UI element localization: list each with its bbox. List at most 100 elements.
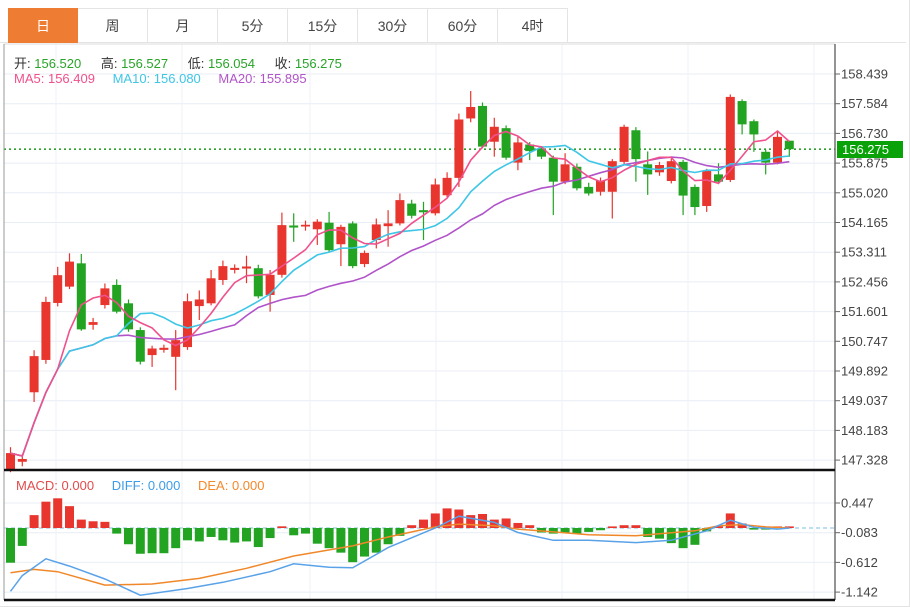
candle-body-down [407,203,417,216]
candle-body-up [53,275,63,303]
candle-body-up [242,266,251,269]
candle-body-up [183,301,192,348]
ma20-label: MA20: [218,71,256,86]
macd-bar-positive [29,515,39,528]
macd-tick-label: -1.142 [841,585,878,600]
price-tick-label: 149.892 [841,364,888,379]
macd-bar-negative [6,528,15,563]
macd-bar-positive [53,498,63,528]
ma10-label: MA10: [112,71,151,86]
close-label: 收: [274,56,292,71]
candle-body-up [395,200,405,224]
macd-bar-negative [560,528,570,533]
macd-bar-negative [324,528,334,549]
candle-body-up [301,224,310,227]
macd-bar-negative [348,528,358,563]
tab-15min[interactable]: 15分 [288,8,358,43]
macd-bar-negative [395,528,405,536]
tab-day[interactable]: 日 [8,8,78,43]
ma10-line [10,144,790,457]
candle-body-down [690,186,700,208]
candle-body-up [312,221,322,230]
macd-bar-positive [784,526,794,528]
macd-bar-negative [678,528,688,549]
candle-body-up [702,170,712,207]
candle-body-up [725,96,735,180]
price-tick-label: 148.183 [841,423,888,438]
macd-bar-positive [65,506,74,528]
candle-body-up [194,299,204,307]
ma5-line [10,129,790,457]
macd-bar-positive [277,526,287,528]
candle-body-up [430,184,440,214]
tab-30min[interactable]: 30分 [358,8,428,43]
macd-bar-negative [666,528,676,544]
macd-label: MACD: [16,478,58,493]
price-tick-label: 154.165 [841,215,888,230]
macd-bar-negative [336,528,346,553]
tab-week[interactable]: 周 [78,8,148,43]
open-value: 156.520 [34,56,82,71]
candle-body-down [784,140,794,150]
macd-tick-label: -0.612 [841,555,878,570]
macd-bar-negative [301,528,310,534]
macd-bar-negative [206,528,216,537]
candle-body-up [513,142,523,163]
price-tick-label: 152.456 [841,274,888,289]
dea-line [10,523,790,586]
macd-bar-positive [76,519,86,528]
tab-month[interactable]: 月 [148,8,218,43]
candle-body-down [548,157,558,182]
candle-body-up [619,126,629,162]
candle-body-up [41,301,51,360]
macd-bar-negative [253,528,263,548]
macd-bar-positive [430,513,440,528]
ma5-label: MA5: [14,71,45,86]
macd-value: 0.000 [61,478,95,493]
macd-bar-negative [312,528,322,544]
candle-body-up [171,340,181,357]
macd-bar-negative [230,528,240,543]
price-tick-label: 156.730 [841,126,888,141]
macd-bar-positive [442,508,452,528]
candle-body-up [371,224,381,241]
ohlc-header: 开: 156.520 高: 156.527 低: 156.054 收: 156.… [14,53,358,72]
candle-body-up [773,136,782,163]
candle-body-down [289,225,299,228]
last-price-badge: 156.275 [837,141,903,158]
diff-label: DIFF: [111,478,145,493]
macd-bar-negative [17,528,27,546]
tab-4hour[interactable]: 4时 [498,8,568,43]
candle-body-up [159,347,169,350]
candle-body-up [29,356,39,393]
candle-body-up [265,274,275,295]
macd-bar-negative [584,528,594,532]
candle-body-up [489,126,499,142]
macd-bar-negative [572,528,582,534]
dea-value: 0.000 [231,478,265,493]
candle-body-down [631,130,641,160]
macd-bar-positive [607,526,617,528]
diff-line [9,515,790,596]
tab-60min[interactable]: 60分 [428,8,498,43]
macd-bar-positive [466,515,476,528]
candle-body-down [112,284,122,312]
candle-body-down [678,161,688,196]
candle-body-down [572,166,582,189]
ma20-line [10,156,790,457]
macd-bar-positive [100,521,110,528]
candle-body-down [537,149,546,157]
candle-body-up [6,453,15,471]
candle-body-up [218,266,228,281]
macd-bar-positive [737,523,747,528]
macd-bar-negative [112,528,122,534]
macd-bar-negative [690,528,700,545]
candle-body-down [324,222,334,251]
dea-label: DEA: [197,478,229,493]
period-tabbar: 日 周 月 5分 15分 30分 60分 4时 [8,8,568,43]
candle-body-up [277,225,287,275]
tab-5min[interactable]: 5分 [218,8,288,43]
macd-bar-negative [749,528,759,530]
candle-body-down [749,121,759,135]
